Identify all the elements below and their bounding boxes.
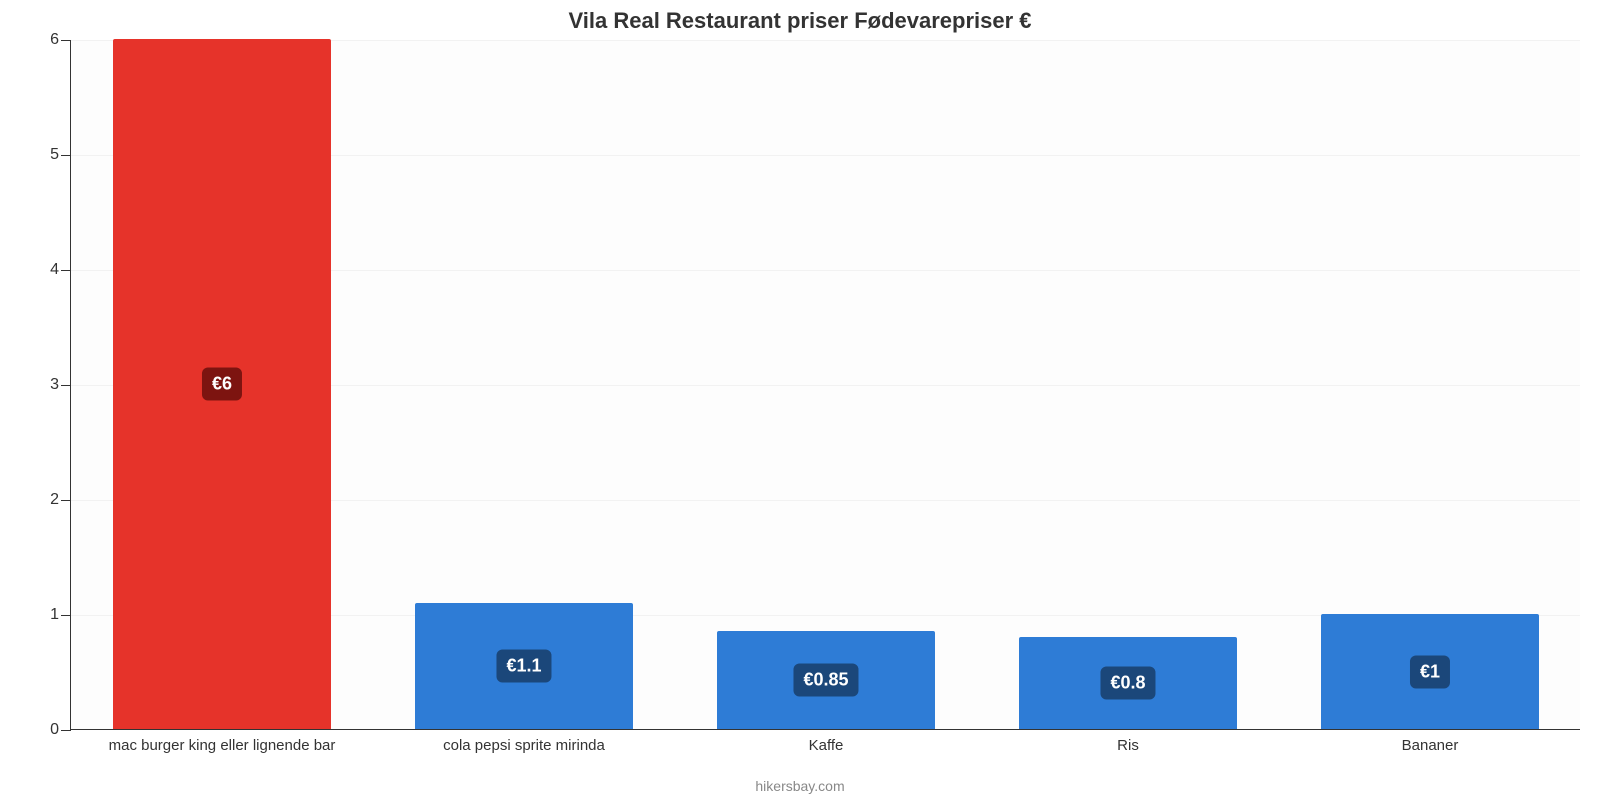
chart-container: Vila Real Restaurant priser Fødevarepris… <box>0 0 1600 800</box>
x-axis-label: mac burger king eller lignende bar <box>109 729 336 754</box>
bar: €1 <box>1321 614 1538 729</box>
x-axis-label: Bananer <box>1402 729 1459 754</box>
y-tick-label: 4 <box>50 261 71 279</box>
plot-area: 0123456€6mac burger king eller lignende … <box>70 40 1580 730</box>
y-tick-label: 3 <box>50 376 71 394</box>
bar-value-label: €6 <box>202 368 242 401</box>
bar-value-label: €1.1 <box>496 649 551 682</box>
y-tick-label: 2 <box>50 491 71 509</box>
chart-footer-credit: hikersbay.com <box>0 778 1600 794</box>
bar-value-label: €0.85 <box>793 664 858 697</box>
x-axis-label: Ris <box>1117 729 1139 754</box>
y-tick-label: 0 <box>50 721 71 739</box>
x-axis-label: Kaffe <box>809 729 844 754</box>
bar: €0.85 <box>717 631 934 729</box>
bar: €1.1 <box>415 603 632 730</box>
bar: €0.8 <box>1019 637 1236 729</box>
chart-title: Vila Real Restaurant priser Fødevarepris… <box>0 8 1600 34</box>
y-tick-label: 5 <box>50 146 71 164</box>
y-tick-label: 1 <box>50 606 71 624</box>
bar-value-label: €0.8 <box>1100 667 1155 700</box>
bar-value-label: €1 <box>1410 655 1450 688</box>
y-tick-label: 6 <box>50 31 71 49</box>
x-axis-label: cola pepsi sprite mirinda <box>443 729 605 754</box>
bar: €6 <box>113 39 330 729</box>
